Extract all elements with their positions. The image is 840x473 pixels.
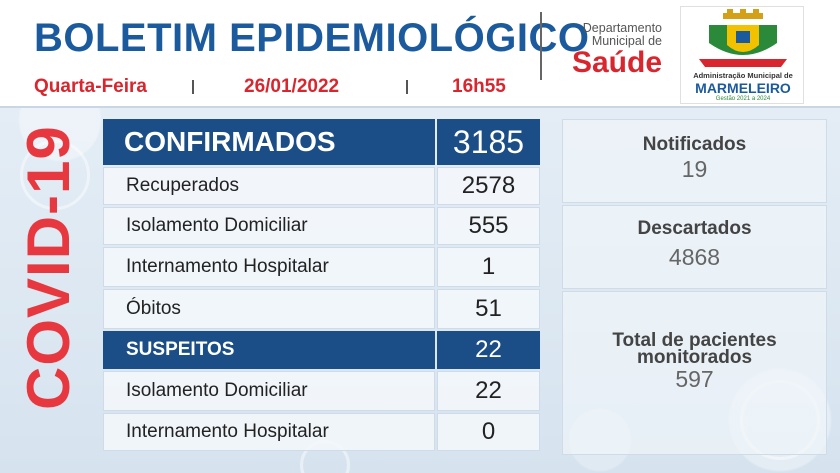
- discarded-value: 4868: [668, 244, 721, 270]
- confirmed-value: 3185: [437, 119, 540, 165]
- row-value: 555: [437, 207, 540, 245]
- divider: [540, 12, 542, 80]
- department-name: Saúde: [571, 46, 662, 79]
- suspect-header-row: SUSPEITOS 22: [103, 331, 540, 369]
- department-line1: Departamento: [582, 21, 662, 35]
- table-row: Isolamento Domiciliar 555: [103, 207, 540, 245]
- row-label: Internamento Hospitalar: [103, 247, 435, 287]
- date: 26/01/2022: [244, 76, 340, 97]
- table-row: Óbitos 51: [103, 289, 540, 329]
- logo-term: Gestão 2021 a 2024: [715, 96, 771, 102]
- page-title: BOLETIM EPIDEMIOLÓGICO: [34, 16, 590, 60]
- row-label: Óbitos: [103, 289, 435, 329]
- row-value: 0: [437, 413, 540, 451]
- monitored-box: Total de pacientes monitorados 597: [562, 291, 827, 455]
- row-label: Isolamento Domiciliar: [103, 207, 435, 245]
- monitored-value: 597: [675, 366, 714, 392]
- discarded-box: Descartados 4868: [562, 205, 827, 289]
- coat-of-arms-icon: [699, 9, 787, 67]
- virus-decoration-icon: [20, 140, 90, 210]
- table-row: Internamento Hospitalar 0: [103, 413, 540, 451]
- department-line2: Municipal de: [591, 34, 662, 48]
- monitored-label-line1: Total de pacientes: [612, 330, 777, 351]
- notified-box: Notificados 19: [562, 119, 827, 203]
- monitored-label-line2: monitorados: [636, 347, 753, 368]
- row-label: Recuperados: [103, 167, 435, 205]
- table-row: Recuperados 2578: [103, 167, 540, 205]
- row-label: Internamento Hospitalar: [103, 413, 435, 451]
- row-label: Isolamento Domiciliar: [103, 371, 435, 411]
- suspect-value: 22: [437, 331, 540, 369]
- confirmed-label: CONFIRMADOS: [103, 119, 435, 165]
- row-value: 22: [437, 371, 540, 411]
- department-label: Departamento Municipal de: [568, 22, 662, 48]
- discarded-label: Descartados: [637, 218, 752, 239]
- time: 16h55: [452, 76, 506, 97]
- divider: [192, 80, 194, 94]
- table-row: Internamento Hospitalar 1: [103, 247, 540, 287]
- confirmed-header-row: CONFIRMADOS 3185: [103, 119, 540, 165]
- logo-administration: Administração Municipal de: [693, 71, 793, 80]
- weekday: Quarta-Feira: [34, 76, 147, 97]
- divider: [406, 80, 408, 94]
- row-value: 1: [437, 247, 540, 287]
- row-value: 51: [437, 289, 540, 329]
- notified-value: 19: [681, 156, 708, 182]
- table-row: Isolamento Domiciliar 22: [103, 371, 540, 411]
- side-title: COVID-19: [15, 125, 82, 410]
- row-value: 2578: [437, 167, 540, 205]
- municipal-logo: Administração Municipal de MARMELEIRO Ge…: [680, 6, 804, 104]
- stats-panel: Notificados 19 Descartados 4868 Total de…: [562, 119, 827, 455]
- header: BOLETIM EPIDEMIOLÓGICO Quarta-Feira 26/0…: [0, 0, 840, 108]
- logo-city: MARMELEIRO: [695, 80, 791, 96]
- suspect-label: SUSPEITOS: [103, 331, 435, 369]
- notified-label: Notificados: [642, 134, 747, 155]
